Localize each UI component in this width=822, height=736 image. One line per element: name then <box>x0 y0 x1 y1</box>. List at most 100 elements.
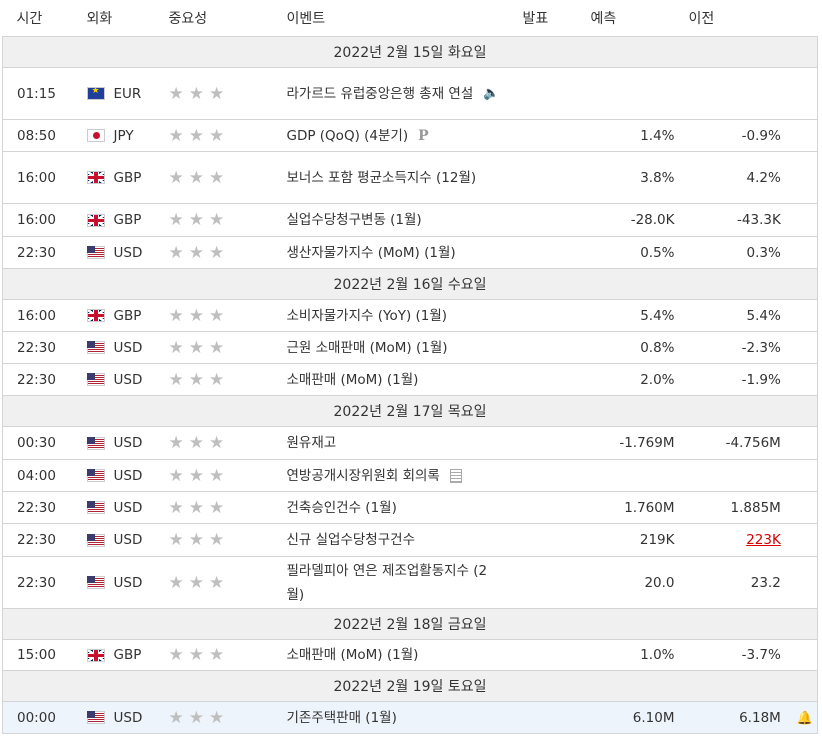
event-name-cell[interactable]: 소비자물가지수 (YoY) (1월) <box>286 299 523 332</box>
event-row[interactable]: 08:50 JPY ★★★ GDP (QoQ) (4분기) P 1.4%-0.9%🔔 <box>2 119 818 152</box>
event-name-cell[interactable]: 신규 실업수당청구건수 <box>286 523 523 557</box>
day-header-row: 2022년 2월 18일 금요일 <box>2 608 818 640</box>
event-currency: GBP <box>113 169 142 186</box>
event-time: 04:00 <box>2 459 87 492</box>
event-name-cell[interactable]: 필라델피아 연은 제조업활동지수 (2월) <box>286 556 523 609</box>
event-currency-cell: USD <box>86 459 169 492</box>
header-importance[interactable]: 중요성 <box>168 0 287 37</box>
event-previous-cell: 🔔 <box>688 67 818 120</box>
event-currency-cell: USD <box>86 556 169 609</box>
event-name-cell[interactable]: 원유재고 <box>286 426 523 460</box>
event-actual <box>522 67 591 120</box>
event-name[interactable]: 기존주택판매 (1월) <box>286 709 397 726</box>
event-currency-cell: USD <box>86 236 169 269</box>
event-name[interactable]: 필라델피아 연은 제조업활동지수 (2월) <box>286 562 488 603</box>
event-previous: -2.3% <box>741 339 781 356</box>
event-name-cell[interactable]: 기존주택판매 (1월) <box>286 701 523 734</box>
header-forecast[interactable]: 예측 <box>590 0 689 37</box>
gb-flag-icon <box>86 171 105 184</box>
event-name[interactable]: 신규 실업수당청구건수 <box>286 532 416 548</box>
day-header-row: 2022년 2월 15일 화요일 <box>2 36 818 68</box>
event-name[interactable]: 근원 소매판매 (MoM) (1월) <box>286 339 448 356</box>
event-name[interactable]: 실업수당청구변동 (1월) <box>286 212 422 228</box>
event-row[interactable]: 16:00 GBP ★★★ 보너스 포함 평균소득지수 (12월) 3.8%4.2%🔔 <box>2 151 818 204</box>
event-name[interactable]: 소비자물가지수 (YoY) (1월) <box>286 307 448 324</box>
event-name[interactable]: 소매판매 (MoM) (1월) <box>286 647 419 663</box>
header-previous[interactable]: 이전 <box>688 0 818 37</box>
event-name[interactable]: 원유재고 <box>286 435 337 451</box>
event-time: 22:30 <box>2 363 87 396</box>
event-name[interactable]: 건축승인건수 (1월) <box>286 499 397 516</box>
event-row[interactable]: 22:30 USD ★★★ 생산자물가지수 (MoM) (1월) 0.5%0.3%🔔 <box>2 236 818 269</box>
event-currency-cell: USD <box>86 701 169 734</box>
event-name-cell[interactable]: 라가르드 유럽중앙은행 총재 연설 🔈 <box>286 67 523 120</box>
event-name-cell[interactable]: 소매판매 (MoM) (1월) <box>286 639 523 671</box>
header-actual[interactable]: 발표 <box>522 0 591 37</box>
event-name-cell[interactable]: 생산자물가지수 (MoM) (1월) <box>286 236 523 269</box>
event-name[interactable]: GDP (QoQ) (4분기) <box>286 127 409 144</box>
importance-cell: ★★★ <box>168 556 287 609</box>
event-previous: -4.756M <box>725 435 781 451</box>
event-row[interactable]: 16:00 GBP ★★★ 실업수당청구변동 (1월) -28.0K-43.3K🔔 <box>2 203 818 237</box>
event-name-cell[interactable]: 연방공개시장위원회 회의록 <box>286 459 523 492</box>
importance-cell: ★★★ <box>168 459 287 492</box>
event-name-cell[interactable]: 실업수당청구변동 (1월) <box>286 203 523 237</box>
event-name-cell[interactable]: 근원 소매판매 (MoM) (1월) <box>286 331 523 364</box>
event-name-cell[interactable]: 소매판매 (MoM) (1월) <box>286 363 523 396</box>
importance-stars-icon: ★★★ <box>168 433 230 453</box>
event-forecast: -28.0K <box>590 203 689 237</box>
event-time: 16:00 <box>2 151 87 204</box>
bell-add-icon[interactable]: 🔔 <box>796 710 813 726</box>
day-header-row: 2022년 2월 17일 목요일 <box>2 395 818 427</box>
speaker-icon: 🔈 <box>483 85 500 101</box>
event-currency: USD <box>113 532 143 548</box>
event-name[interactable]: 소매판매 (MoM) (1월) <box>286 371 419 388</box>
event-name-cell[interactable]: 보너스 포함 평균소득지수 (12월) <box>286 151 523 204</box>
event-forecast <box>590 67 689 120</box>
importance-stars-icon: ★★★ <box>168 242 230 263</box>
event-row[interactable]: 00:00 USD ★★★ 기존주택판매 (1월) 6.10M 6.18M 🔔 <box>2 701 818 734</box>
event-name[interactable]: 연방공개시장위원회 회의록 <box>286 467 440 484</box>
event-actual <box>522 426 591 460</box>
event-row[interactable]: 22:30 USD ★★★ 근원 소매판매 (MoM) (1월) 0.8%-2.3%🔔 <box>2 331 818 364</box>
event-actual <box>522 459 591 492</box>
event-row[interactable]: 22:30 USD ★★★ 소매판매 (MoM) (1월) 2.0%-1.9%🔔 <box>2 363 818 396</box>
importance-cell: ★★★ <box>168 701 287 734</box>
event-name[interactable]: 생산자물가지수 (MoM) (1월) <box>286 244 456 261</box>
event-forecast: 6.10M <box>590 701 689 734</box>
event-actual <box>522 299 591 332</box>
document-icon <box>449 468 462 483</box>
header-event[interactable]: 이벤트 <box>286 0 523 37</box>
event-previous[interactable]: 223K <box>746 532 781 548</box>
event-row[interactable]: 00:30 USD ★★★ 원유재고 -1.769M-4.756M🔔 <box>2 426 818 460</box>
event-time: 00:00 <box>2 701 87 734</box>
event-row[interactable]: 15:00 GBP ★★★ 소매판매 (MoM) (1월) 1.0%-3.7%🔔 <box>2 639 818 671</box>
importance-stars-icon: ★★★ <box>168 645 230 665</box>
event-row[interactable]: 01:15 EUR ★★★ 라가르드 유럽중앙은행 총재 연설 🔈 🔔 <box>2 67 818 120</box>
event-currency: JPY <box>113 127 134 144</box>
event-name[interactable]: 보너스 포함 평균소득지수 (12월) <box>286 169 477 186</box>
importance-cell: ★★★ <box>168 236 287 269</box>
event-currency: USD <box>113 574 143 591</box>
event-time: 15:00 <box>2 639 87 671</box>
event-actual <box>522 151 591 204</box>
event-currency: USD <box>113 244 143 261</box>
event-name-cell[interactable]: GDP (QoQ) (4분기) P <box>286 119 523 152</box>
us-flag-icon <box>86 576 105 589</box>
importance-stars-icon: ★★★ <box>168 369 230 390</box>
header-currency[interactable]: 외화 <box>86 0 169 37</box>
event-previous-cell: 🔔 <box>688 459 818 492</box>
event-name[interactable]: 라가르드 유럽중앙은행 총재 연설 <box>286 85 474 102</box>
event-name-cell[interactable]: 건축승인건수 (1월) <box>286 491 523 524</box>
event-row[interactable]: 16:00 GBP ★★★ 소비자물가지수 (YoY) (1월) 5.4%5.4%🔔 <box>2 299 818 332</box>
header-time[interactable]: 시간 <box>2 0 87 37</box>
event-row[interactable]: 22:30 USD ★★★ 필라델피아 연은 제조업활동지수 (2월) 20.0 23.2… <box>2 556 818 609</box>
event-currency: USD <box>113 435 143 451</box>
importance-cell: ★★★ <box>168 67 287 120</box>
event-row[interactable]: 04:00 USD ★★★ 연방공개시장위원회 회의록 🔔 <box>2 459 818 492</box>
event-previous: 0.3% <box>746 244 781 261</box>
